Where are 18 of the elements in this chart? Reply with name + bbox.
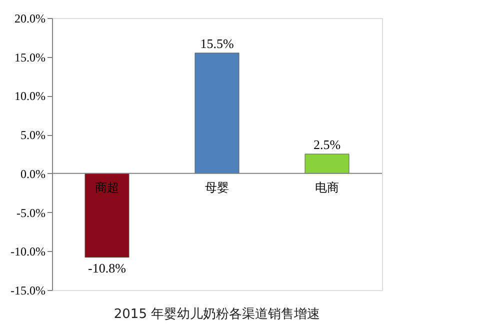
x-tick-label: 电商 [315,180,339,194]
y-tick-label: 15.0% [14,50,46,64]
data-label: -10.8% [88,260,126,276]
y-tick-label: -15.0% [10,284,46,298]
x-tick-label: 母婴 [205,180,229,194]
y-tick-label: 5.0% [20,128,46,142]
y-tick-label: -10.0% [10,244,46,259]
x-tick-label: 商超 [95,180,119,194]
bar [194,52,240,174]
text: 2015 年婴幼儿奶粉各渠道销售增速 [114,307,320,322]
data-label: 2.5% [313,137,341,152]
bar [304,154,350,174]
y-tick-label: -5.0% [16,206,46,220]
y-tick-label: 0.0% [20,166,46,181]
data-label: 15.5% [200,36,234,51]
y-tick-label: 10.0% [14,89,46,104]
y-tick-label: 20.0% [14,12,46,26]
bar [84,173,130,258]
